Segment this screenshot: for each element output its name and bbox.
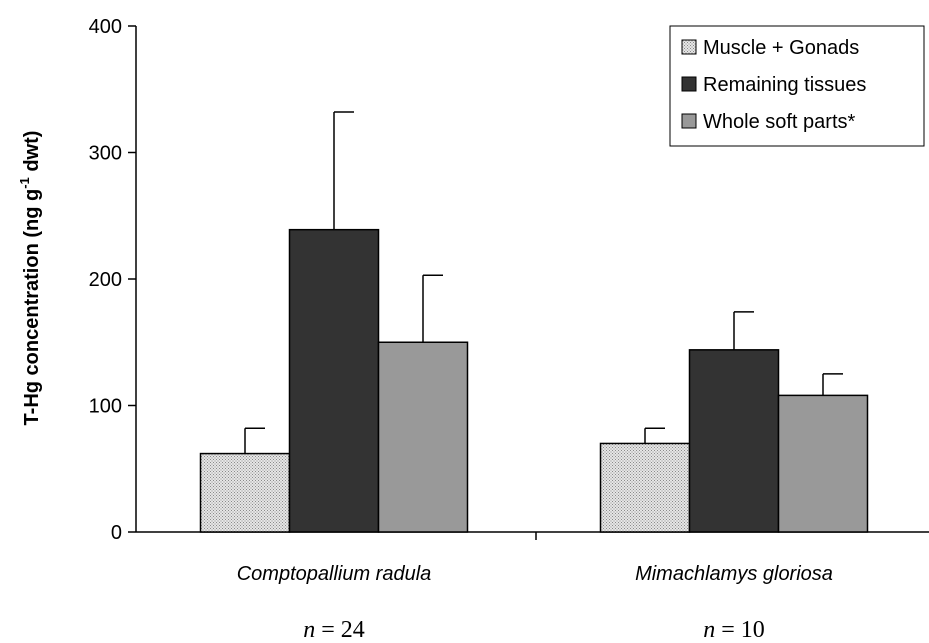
y-tick-label: 300 (89, 143, 122, 165)
y-axis-title-main: T-Hg concentration (ng g (21, 189, 43, 426)
y-axis-title-tail: dwt) (21, 131, 43, 178)
sample-size-value: = 24 (315, 617, 365, 643)
error-bars (244, 111, 843, 454)
x-axis-ticks (535, 532, 537, 540)
bar (377, 341, 469, 533)
sample-size-label: n = 24 (303, 617, 365, 643)
sample-size-label: n = 10 (703, 617, 765, 643)
y-axis-ticks: 0 100 200 300 400 (89, 16, 136, 544)
legend-swatch (681, 113, 697, 129)
bar (688, 349, 780, 533)
legend-frame (669, 25, 925, 147)
legend-label: Whole soft parts* (703, 111, 856, 133)
bar (777, 394, 869, 533)
sample-size-value: = 10 (715, 617, 765, 643)
category-label: Mimachlamys gloriosa (635, 563, 833, 585)
sample-size-labels: n = 24 n = 10 (303, 617, 765, 643)
legend-label: Remaining tissues (703, 74, 866, 96)
category-label: Comptopallium radula (237, 563, 432, 585)
legend-swatch (681, 76, 697, 92)
bar (599, 442, 691, 533)
bar (199, 452, 291, 533)
sample-size-symbol: n (703, 617, 715, 643)
y-tick-label: 200 (89, 269, 122, 291)
legend: Muscle + Gonads Remaining tissues Whole so… (669, 25, 925, 147)
y-tick-label: 0 (111, 522, 122, 544)
y-tick-label: 400 (89, 16, 122, 38)
legend-label: Muscle + Gonads (703, 37, 859, 59)
y-axis-title: T-Hg concentration (ng g-1 dwt) (17, 131, 43, 426)
category-labels: Comptopallium radula Mimachlamys gloriosa (237, 563, 833, 585)
bar (288, 228, 380, 533)
legend-swatch (681, 39, 697, 55)
y-axis-title-superscript: -1 (17, 177, 32, 189)
bar-series (199, 228, 869, 533)
sample-size-symbol: n (303, 617, 315, 643)
legend-items: Muscle + Gonads Remaining tissues Whole so… (681, 37, 866, 133)
y-tick-label: 100 (89, 396, 122, 418)
